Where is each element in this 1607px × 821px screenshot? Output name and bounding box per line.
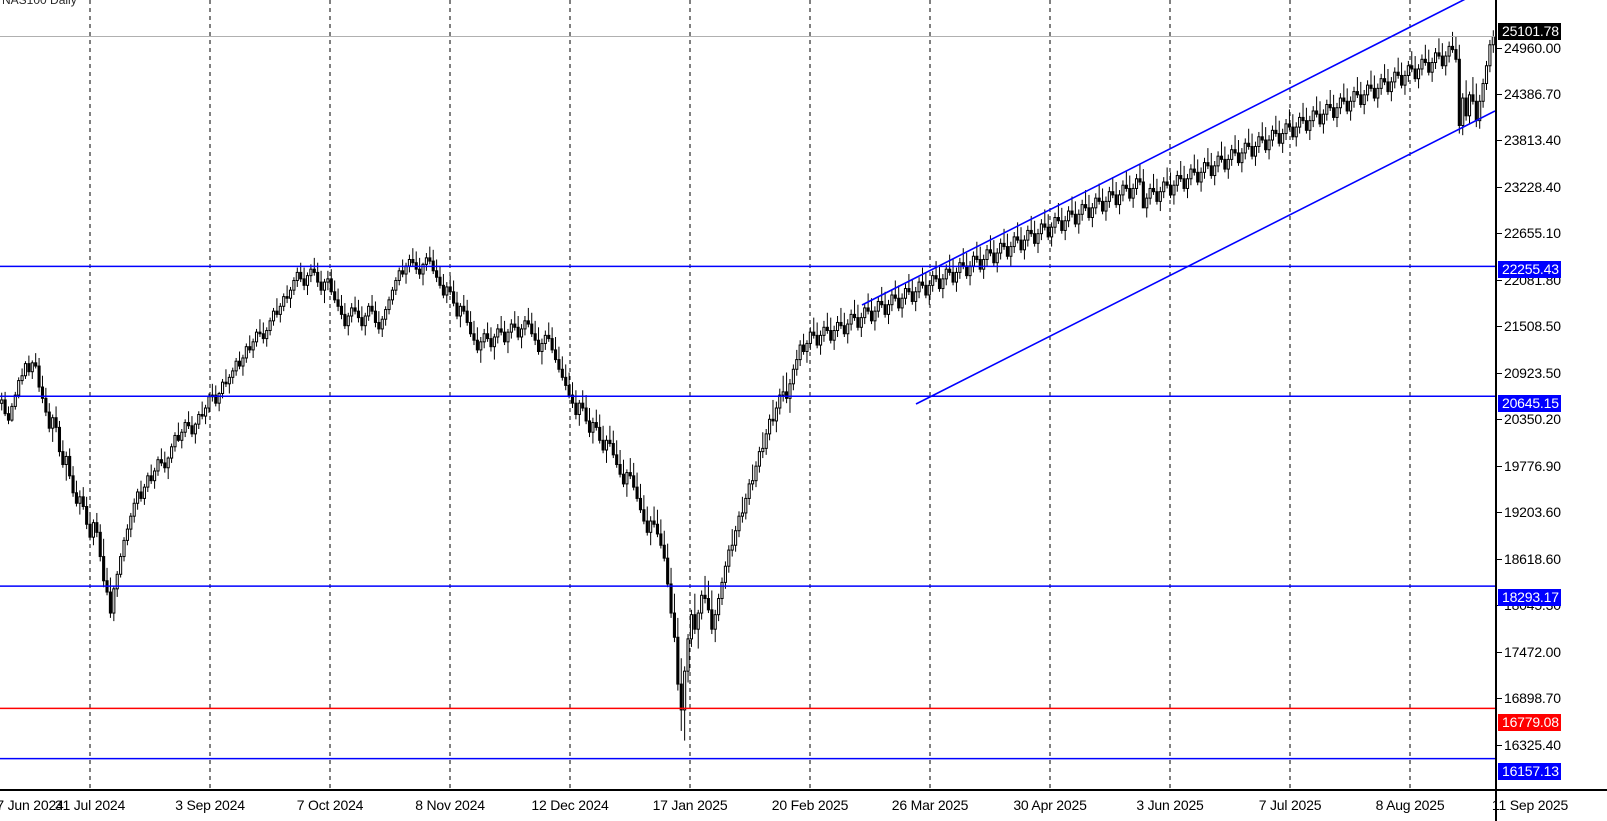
price-tick-mark [1497, 512, 1502, 513]
time-tick-label: 11 Sep 2025 [1491, 797, 1569, 813]
price-tick-label: 16325.40 [1504, 737, 1561, 753]
price-tick-mark [1497, 187, 1502, 188]
price-tick-mark [1497, 466, 1502, 467]
price-tick-mark [1497, 280, 1502, 281]
price-tick-label: 23813.40 [1504, 132, 1561, 148]
time-tick-label: 8 Aug 2025 [1375, 797, 1445, 813]
support-price-badge-16157[interactable]: 16157.13 [1498, 763, 1561, 780]
price-tick-mark [1497, 233, 1502, 234]
time-tick-label: 7 Jul 2025 [1258, 797, 1322, 813]
price-tick-mark [1497, 373, 1502, 374]
price-tick-label: 16898.70 [1504, 690, 1561, 706]
price-tick-label: 20923.50 [1504, 365, 1561, 381]
price-tick-mark [1497, 652, 1502, 653]
time-tick-label: 7 Jun 2024 [0, 797, 64, 813]
price-tick-label: 22655.10 [1504, 225, 1561, 241]
vertical-gridlines [89, 0, 1411, 789]
time-tick-label: 26 Mar 2025 [891, 797, 969, 813]
time-tick-label: 12 Dec 2024 [531, 797, 609, 813]
time-tick-label: 3 Jun 2025 [1136, 797, 1204, 813]
price-tick-mark [1497, 745, 1502, 746]
price-tick-mark [1497, 419, 1502, 420]
price-tick-label: 23228.40 [1504, 179, 1561, 195]
time-tick-label: 7 Oct 2024 [296, 797, 364, 813]
price-tick-label: 19203.60 [1504, 504, 1561, 520]
price-tick-label: 21508.50 [1504, 318, 1561, 334]
support-price-badge-18293[interactable]: 18293.17 [1498, 589, 1561, 606]
candlestick-series [0, 30, 1495, 741]
trendline-upper[interactable] [861, 0, 1495, 306]
price-tick-mark [1497, 559, 1502, 560]
resistance-price-badge-22255[interactable]: 22255.43 [1498, 261, 1561, 278]
time-tick-label: 17 Jan 2025 [652, 797, 728, 813]
current-price-badge[interactable]: 25101.78 [1498, 23, 1561, 40]
price-tick-mark [1497, 698, 1502, 699]
time-axis[interactable]: 7 Jun 2024 31 Jul 2024 3 Sep 2024 7 Oct 202… [0, 789, 1607, 821]
chart-title-label: NAS100 Daily [2, 0, 77, 7]
trendline-lower[interactable] [915, 110, 1495, 405]
price-tick-label: 24386.70 [1504, 86, 1561, 102]
time-tick-label: 30 Apr 2025 [1013, 797, 1087, 813]
stop-price-badge-16779[interactable]: 16779.08 [1498, 714, 1561, 731]
price-tick-mark [1497, 140, 1502, 141]
price-tick-mark [1497, 94, 1502, 95]
price-chart-svg [0, 0, 1495, 789]
price-axis[interactable]: 24960.00 24386.70 23813.40 23228.40 22655.10… [1495, 0, 1607, 789]
price-tick-label: 18618.60 [1504, 551, 1561, 567]
price-tick-label: 24960.00 [1504, 40, 1561, 56]
chart-plot-area[interactable] [0, 0, 1495, 789]
price-tick-mark [1497, 326, 1502, 327]
resistance-price-badge-20645[interactable]: 20645.15 [1498, 395, 1561, 412]
price-tick-label: 19776.90 [1504, 458, 1561, 474]
price-tick-label: 17472.00 [1504, 644, 1561, 660]
axis-corner [1495, 789, 1607, 821]
price-tick-label: 20350.20 [1504, 411, 1561, 427]
horizontal-level-lines[interactable] [0, 36, 1495, 760]
price-tick-mark [1497, 48, 1502, 49]
time-tick-label: 3 Sep 2024 [175, 797, 245, 813]
trend-channel[interactable] [861, 0, 1495, 405]
time-tick-label: 20 Feb 2025 [771, 797, 849, 813]
time-tick-label: 31 Jul 2024 [54, 797, 126, 813]
time-tick-label: 8 Nov 2024 [415, 797, 485, 813]
